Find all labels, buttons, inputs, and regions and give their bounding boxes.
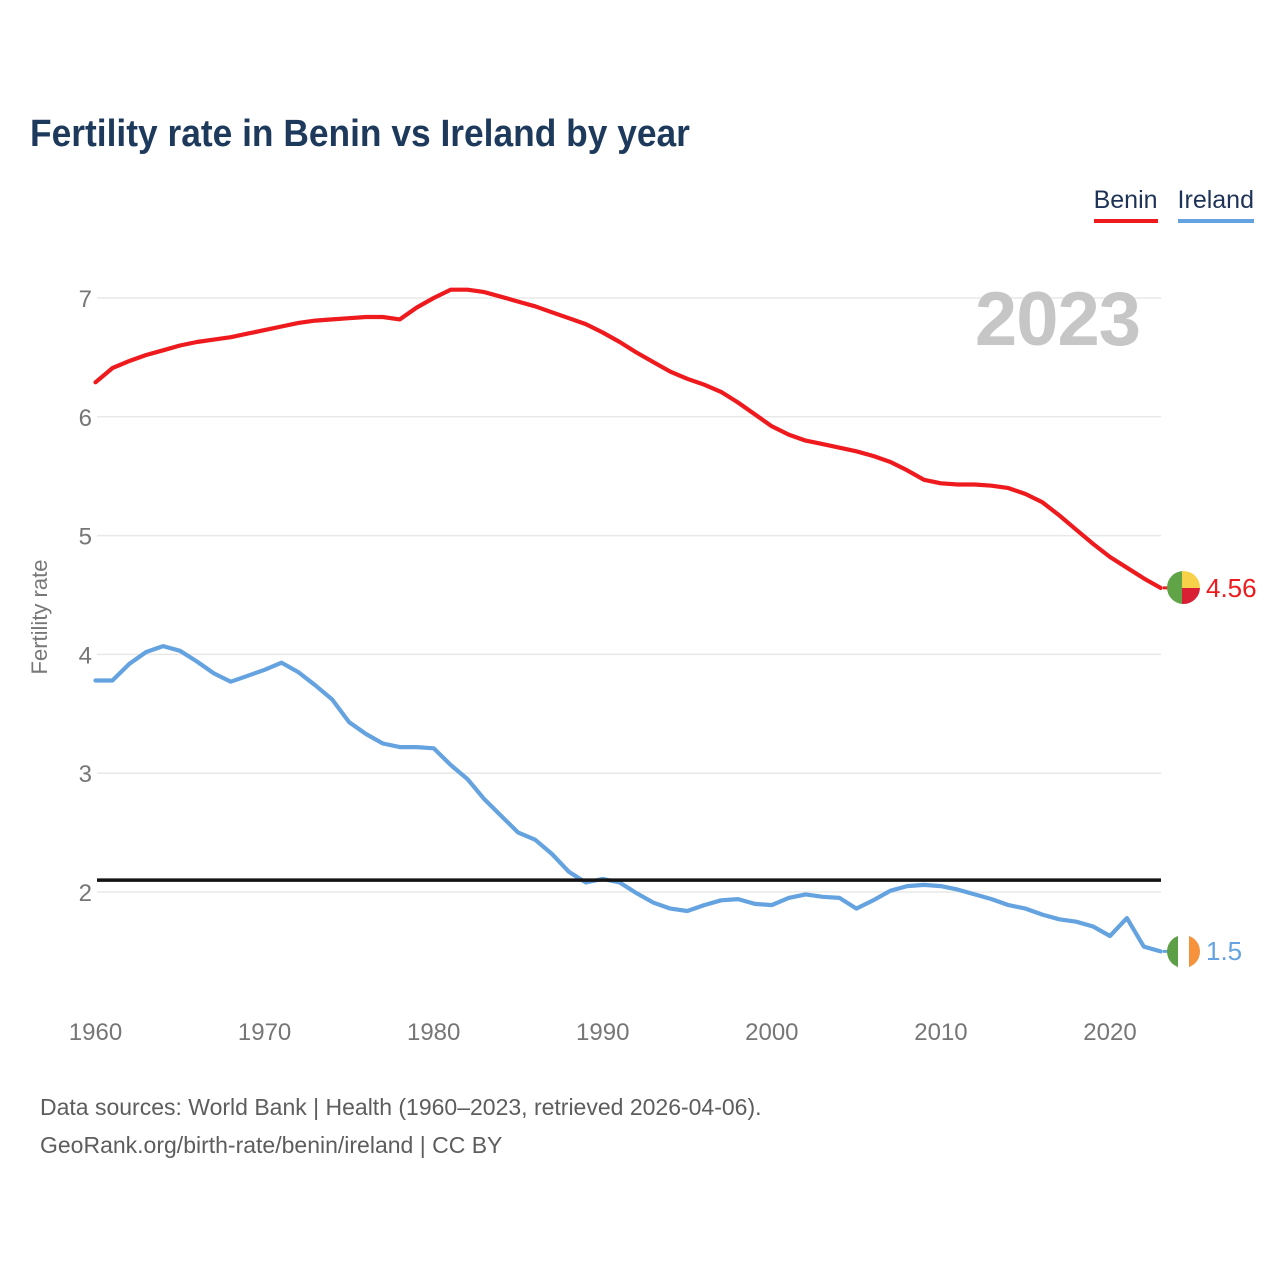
y-tick-label: 3 xyxy=(79,761,92,788)
legend: Benin Ireland xyxy=(1093,186,1254,223)
y-tick-label: 7 xyxy=(79,286,92,313)
benin-flag-icon xyxy=(1167,571,1200,604)
series-line-benin[interactable] xyxy=(93,287,1163,591)
footer: Data sources: World Bank | Health (1960–… xyxy=(40,1088,762,1164)
ireland-flag-orange-band xyxy=(1188,935,1200,968)
footer-source-line: Data sources: World Bank | Health (1960–… xyxy=(40,1094,762,1120)
benin-flag-yellow-band xyxy=(1181,571,1200,588)
x-tick-label: 1970 xyxy=(238,1019,291,1046)
legend-item-benin[interactable]: Benin xyxy=(1093,186,1158,223)
benin-flag-red-band xyxy=(1181,587,1200,604)
legend-underline-ireland xyxy=(1177,219,1254,223)
y-tick-label: 5 xyxy=(79,524,92,551)
legend-label-benin: Benin xyxy=(1093,186,1158,214)
legend-label-ireland: Ireland xyxy=(1177,186,1254,214)
ireland-end-value: 1.5 xyxy=(1206,936,1243,966)
x-tick-label: 1960 xyxy=(69,1019,122,1046)
y-tick-label: 4 xyxy=(79,642,92,669)
ireland-flag-icon xyxy=(1167,935,1200,968)
legend-underline-benin xyxy=(1093,219,1158,223)
legend-item-ireland[interactable]: Ireland xyxy=(1177,186,1254,223)
series-line-ireland[interactable] xyxy=(93,643,1163,954)
x-tick-label: 1990 xyxy=(576,1019,629,1046)
footer-license-line: GeoRank.org/birth-rate/benin/ireland | C… xyxy=(40,1132,503,1158)
x-tick-label: 2010 xyxy=(914,1019,967,1046)
benin-end-value: 4.56 xyxy=(1206,573,1257,603)
x-tick-label: 2000 xyxy=(745,1019,798,1046)
y-tick-label: 2 xyxy=(79,880,92,907)
benin-flag-green-band xyxy=(1167,571,1182,604)
y-tick-label: 6 xyxy=(79,405,92,432)
x-tick-label: 2020 xyxy=(1083,1019,1136,1046)
x-tick-label: 1980 xyxy=(407,1019,460,1046)
ireland-flag-white-band xyxy=(1178,935,1189,968)
current-year-watermark: 2023 xyxy=(974,277,1141,362)
ireland-flag-green-band xyxy=(1167,935,1179,968)
page-title: Fertility rate in Benin vs Ireland by ye… xyxy=(30,113,690,155)
